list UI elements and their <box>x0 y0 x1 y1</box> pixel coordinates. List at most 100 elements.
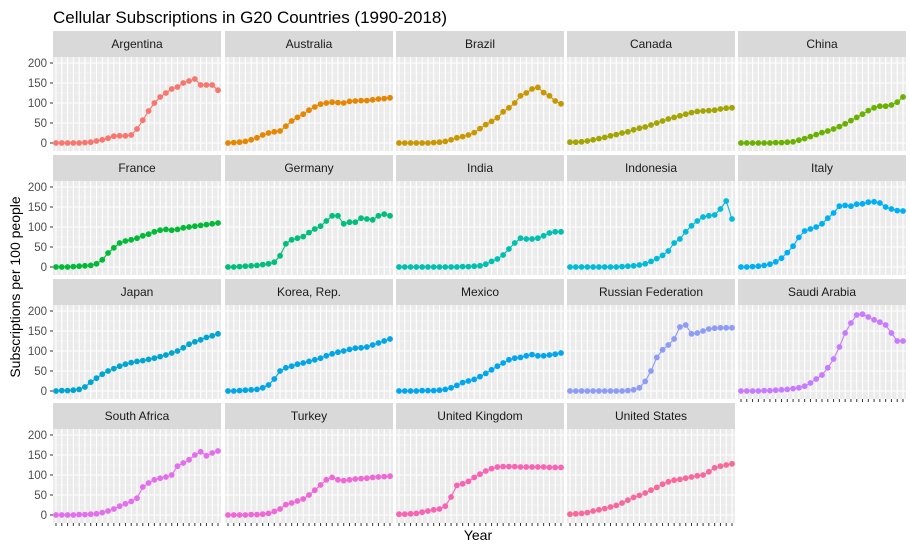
data-point <box>407 264 414 270</box>
data-point <box>784 386 791 393</box>
data-point <box>700 328 706 334</box>
data-point <box>369 474 376 481</box>
data-point <box>717 106 724 112</box>
data-point <box>401 140 408 146</box>
data-point <box>830 126 837 132</box>
data-point <box>830 356 837 362</box>
data-point <box>546 352 553 358</box>
data-point <box>363 475 370 482</box>
data-point <box>436 139 443 146</box>
data-point <box>630 126 637 133</box>
data-point <box>110 244 117 251</box>
data-point <box>865 199 872 206</box>
y-tick-label: 200 <box>28 182 47 194</box>
data-point <box>191 76 198 82</box>
data-point <box>215 220 221 226</box>
data-point <box>488 258 495 265</box>
data-point <box>630 262 637 269</box>
data-point <box>448 136 454 143</box>
data-point <box>894 338 901 344</box>
data-point <box>277 506 283 512</box>
data-point <box>87 511 94 518</box>
data-point <box>677 236 683 242</box>
data-point <box>482 261 489 268</box>
data-point <box>58 387 65 394</box>
data-point <box>236 512 243 518</box>
data-point <box>705 326 712 332</box>
data-point <box>534 464 541 470</box>
data-point <box>578 510 585 517</box>
panel-grid <box>567 181 735 275</box>
data-point <box>352 476 359 482</box>
data-point <box>248 262 255 269</box>
data-point <box>465 132 472 138</box>
data-point <box>613 264 620 270</box>
data-point <box>209 82 216 88</box>
data-point <box>642 490 649 496</box>
data-point <box>482 468 489 474</box>
panel-strip <box>567 31 735 57</box>
data-point <box>778 139 785 146</box>
data-point <box>346 219 353 226</box>
data-point <box>558 228 564 235</box>
data-point <box>381 211 388 218</box>
panel-strip <box>53 31 221 57</box>
data-point <box>630 494 637 501</box>
data-point <box>236 139 243 146</box>
data-point <box>477 373 483 380</box>
data-point <box>329 474 336 481</box>
data-point <box>607 504 614 510</box>
data-point <box>157 475 164 482</box>
data-point <box>323 100 330 106</box>
y-tick-label: 50 <box>34 366 47 378</box>
panel-title: Mexico <box>461 285 499 299</box>
data-point <box>836 203 843 210</box>
data-point <box>317 223 324 230</box>
data-point <box>572 388 579 394</box>
data-point <box>819 372 825 378</box>
data-point <box>459 379 466 386</box>
data-point <box>168 472 175 478</box>
panel-australia: Australia <box>225 31 393 151</box>
data-point <box>894 99 901 106</box>
data-point <box>358 215 364 222</box>
data-point <box>743 140 750 146</box>
data-point <box>346 98 353 105</box>
data-point <box>87 139 94 146</box>
data-point <box>723 324 730 331</box>
data-point <box>99 509 106 516</box>
data-point <box>110 133 117 140</box>
data-point <box>636 262 643 268</box>
data-point <box>139 357 146 364</box>
data-point <box>225 388 231 394</box>
data-point <box>729 104 735 111</box>
data-point <box>671 336 678 342</box>
data-point <box>116 363 123 370</box>
data-point <box>848 203 854 210</box>
data-point <box>236 263 243 270</box>
data-point <box>436 387 443 394</box>
data-point <box>500 463 507 470</box>
y-tick-label: 0 <box>41 510 47 522</box>
data-point <box>482 121 489 128</box>
data-point <box>375 474 382 480</box>
panel-china: China <box>738 31 906 151</box>
data-point <box>659 118 666 124</box>
data-point <box>145 108 152 114</box>
data-point <box>139 484 146 490</box>
panel-mexico: Mexico <box>396 279 564 399</box>
data-point <box>448 384 454 391</box>
data-point <box>116 132 123 139</box>
panel-title: Argentina <box>111 37 163 51</box>
data-point <box>642 260 649 267</box>
data-point <box>53 140 59 146</box>
data-point <box>401 388 408 394</box>
panel-title: Japan <box>121 285 154 299</box>
data-point <box>511 355 518 362</box>
data-point <box>265 510 272 517</box>
data-point <box>282 501 289 508</box>
data-point <box>517 92 524 99</box>
data-point <box>306 107 312 114</box>
data-point <box>853 201 860 208</box>
